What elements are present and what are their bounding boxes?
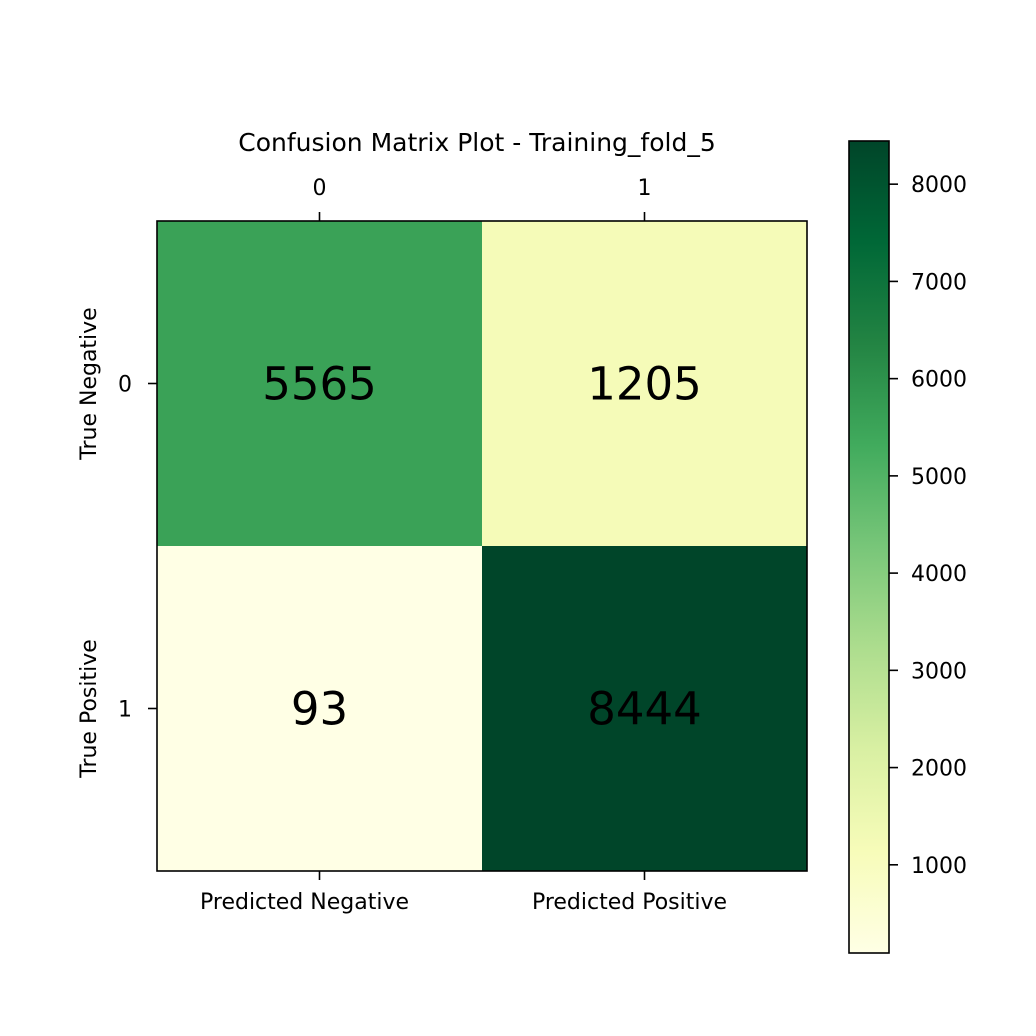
cell-value-label: 8444 <box>587 683 702 736</box>
colorbar-tick-label: 3000 <box>911 659 967 684</box>
colorbar-tick-label: 8000 <box>911 173 967 198</box>
top-tick-label: 1 <box>638 176 652 201</box>
colorbar-ticks: 1000 2000 3000 4000 5000 6000 7000 8000 <box>889 173 967 879</box>
y-category-label: True Positive <box>77 639 102 779</box>
left-axis-ticks: 01 <box>118 373 157 723</box>
matrix-cell <box>157 546 482 871</box>
top-tick-label: 0 <box>313 176 327 201</box>
left-tick-label: 0 <box>118 373 132 398</box>
matrix-cell <box>482 221 807 546</box>
colorbar-tick-label: 1000 <box>911 854 967 879</box>
matrix-cells: 5565 1205 93 8444 <box>157 221 807 871</box>
colorbar-tick-label: 4000 <box>911 562 967 587</box>
colorbar <box>848 140 890 954</box>
chart-title: Confusion Matrix Plot - Training_fold_5 <box>238 128 715 157</box>
colorbar-tick-label: 6000 <box>911 368 967 393</box>
cell-value-label: 5565 <box>262 358 377 411</box>
x-category-label: Predicted Positive <box>532 890 727 915</box>
matrix-cell <box>482 546 807 871</box>
colorbar-tick-label: 5000 <box>911 465 967 490</box>
cell-value-label: 93 <box>291 683 348 736</box>
colorbar-tick-label: 7000 <box>911 270 967 295</box>
row-category-labels: True Negative True Positive <box>77 307 102 778</box>
y-category-label: True Negative <box>77 307 102 460</box>
x-category-label: Predicted Negative <box>200 890 409 915</box>
left-tick-label: 1 <box>118 698 132 723</box>
bottom-axis-ticks: Predicted Negative Predicted Positive <box>200 871 727 915</box>
cell-value-label: 1205 <box>587 358 702 411</box>
colorbar-tick-label: 2000 <box>911 757 967 782</box>
matrix-frame <box>156 220 808 872</box>
matrix-cell <box>157 221 482 546</box>
